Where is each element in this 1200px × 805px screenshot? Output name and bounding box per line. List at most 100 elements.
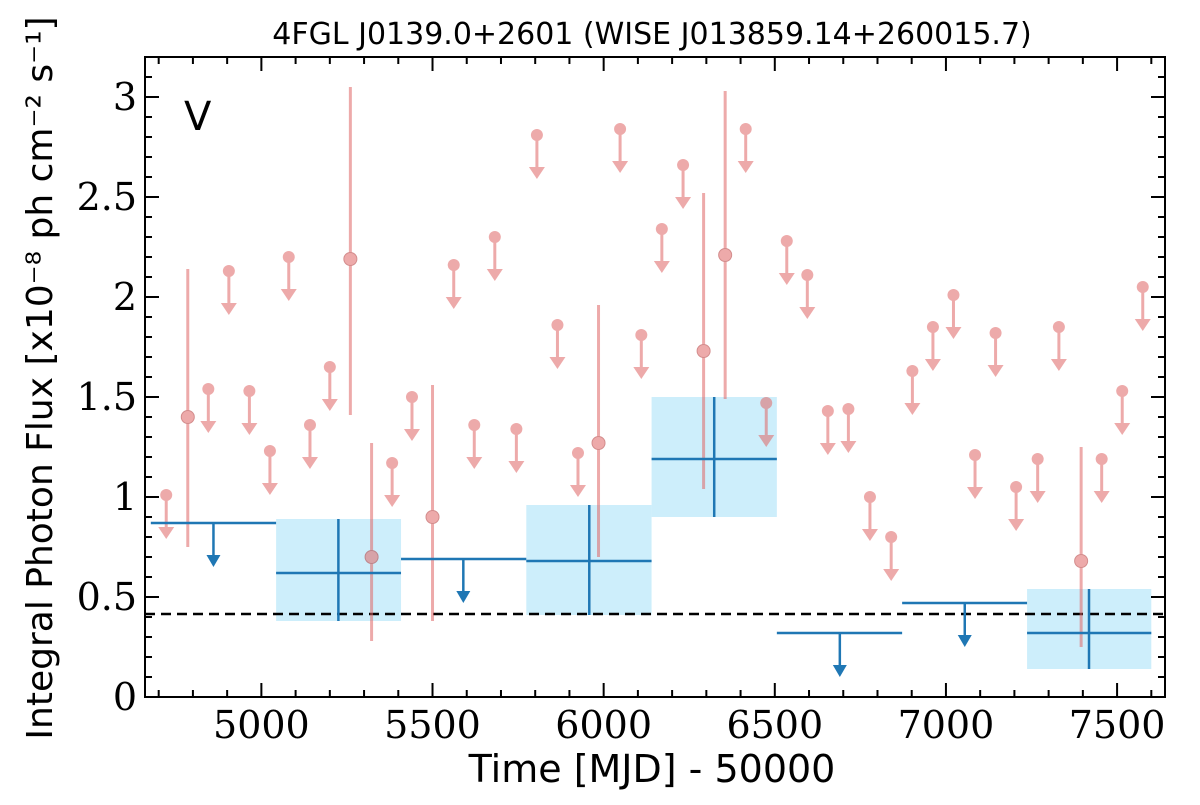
fine-bin-upper-limit — [569, 447, 586, 497]
fine-bin-upper-limit — [799, 269, 816, 319]
fine-bin-upper-limit-arrowhead — [904, 403, 921, 415]
fine-bin-upper-limit-arrowhead — [1029, 491, 1046, 503]
y-tick-label: 2 — [113, 275, 137, 319]
fine-bin-detection — [343, 87, 358, 415]
fine-bin-upper-limit-arrowhead — [861, 529, 878, 541]
fine-bin-upper-limit-arrowhead — [403, 429, 420, 441]
fine-bin-detection — [591, 305, 606, 557]
fine-bin-upper-limit — [403, 391, 420, 441]
x-axis-label: Time [MJD] - 50000 — [468, 747, 836, 791]
fine-bin-upper-limit-arrowhead — [508, 461, 525, 473]
fine-bin-upper-limit-arrowhead — [1114, 423, 1131, 435]
x-tick-label: 5500 — [384, 703, 481, 747]
x-tick-label: 5000 — [213, 703, 310, 747]
fine-bin-upper-limit-arrowhead — [384, 495, 401, 507]
fine-bin-upper-limit — [778, 235, 795, 285]
fine-bin-upper-limit — [466, 419, 483, 469]
fine-bin-point — [364, 550, 379, 564]
fine-bin-upper-limit-arrowhead — [924, 359, 941, 371]
fine-bin-upper-limit-arrowhead — [486, 269, 503, 281]
fine-bin-upper-limit — [883, 531, 900, 581]
fine-bin-upper-limit — [321, 361, 338, 411]
fine-bin-detection — [718, 91, 733, 399]
fine-bin-upper-limit-arrowhead — [819, 443, 836, 455]
fine-bin-upper-limit-arrowhead — [220, 303, 237, 315]
coarse-bin-upper-limit-arrowhead — [456, 591, 471, 603]
fine-bin-upper-limit — [280, 251, 297, 301]
x-tick-label: 7500 — [1069, 703, 1166, 747]
fine-bin-upper-limit-arrowhead — [301, 457, 318, 469]
fine-bin-upper-limit — [1114, 385, 1131, 435]
fine-bin-upper-limit — [653, 223, 670, 273]
fine-bin-upper-limit — [967, 449, 984, 499]
fine-bin-upper-limit — [220, 265, 237, 315]
fine-bin-upper-limit — [904, 365, 921, 415]
fine-bin-upper-limit-arrowhead — [1050, 359, 1067, 371]
fine-bin-upper-limit-arrowhead — [241, 423, 258, 435]
x-tick-label: 6500 — [726, 703, 823, 747]
x-tick-label: 7000 — [898, 703, 995, 747]
fine-bin-upper-limit — [549, 319, 566, 369]
fine-bin-upper-limit — [1008, 481, 1025, 531]
fine-bin-upper-limit — [200, 383, 217, 433]
fine-bin-detection — [364, 443, 379, 641]
panel-label: V — [184, 94, 212, 140]
fine-bin-point — [718, 248, 733, 262]
fine-bin-upper-limit-arrowhead — [799, 307, 816, 319]
fine-bin-upper-limit-arrowhead — [445, 297, 462, 309]
fine-bin-upper-limit — [861, 491, 878, 541]
fine-bin-upper-limit — [1050, 321, 1067, 371]
fine-bin-upper-limit-arrowhead — [549, 357, 566, 369]
fine-bin-upper-limit-arrowhead — [633, 367, 650, 379]
fine-bin-upper-limit-arrowhead — [1134, 319, 1151, 331]
fine-bin-upper-limit — [301, 419, 318, 469]
fine-bin-upper-limit-arrowhead — [261, 483, 278, 495]
fine-bin-upper-limit — [528, 129, 545, 179]
y-tick-label: 2.5 — [77, 175, 137, 219]
fine-bin-upper-limit — [486, 231, 503, 281]
y-tick-label: 0.5 — [77, 575, 137, 619]
fine-bin-point — [425, 510, 440, 524]
fine-bin-upper-limit — [945, 289, 962, 339]
x-tick-label: 6000 — [555, 703, 652, 747]
y-tick-label: 1.5 — [77, 375, 137, 419]
fine-bin-upper-limit-arrowhead — [778, 273, 795, 285]
fine-bin-upper-limit — [445, 259, 462, 309]
fine-bin-detection — [425, 385, 440, 621]
fine-bin-upper-limit-arrowhead — [200, 421, 217, 433]
fine-bin-detection — [180, 269, 195, 547]
y-tick-label: 0 — [113, 675, 137, 719]
fine-bin-upper-limit — [1134, 281, 1151, 331]
y-tick-label: 3 — [113, 75, 137, 119]
fine-bin-upper-limit — [241, 385, 258, 435]
fine-bin-upper-limit-arrowhead — [675, 197, 692, 209]
fine-bin-point — [343, 252, 358, 266]
fine-bin-upper-limit-arrowhead — [883, 569, 900, 581]
chart-title: 4FGL J0139.0+2601 (WISE J013859.14+26001… — [272, 17, 1032, 52]
fine-bin-upper-limit — [612, 123, 629, 173]
fine-bin-upper-limit-arrowhead — [569, 485, 586, 497]
coarse-bin-upper-limit-arrowhead — [957, 635, 972, 647]
fine-bin-upper-limit-arrowhead — [321, 399, 338, 411]
fine-bin-detection — [696, 193, 711, 489]
fine-bin-point — [591, 436, 606, 450]
fine-bin-upper-limit — [924, 321, 941, 371]
fine-bin-point — [1074, 554, 1089, 568]
fine-bin-detection — [1074, 447, 1089, 647]
fine-bin-upper-limit-arrowhead — [612, 161, 629, 173]
y-tick-label: 1 — [113, 475, 137, 519]
fine-bin-upper-limit-arrowhead — [1008, 519, 1025, 531]
coarse-bin-upper-limit-arrowhead — [206, 555, 221, 567]
coarse-bin-series — [150, 397, 1152, 677]
fine-bin-upper-limit-arrowhead — [737, 161, 754, 173]
fine-bin-upper-limit-arrowhead — [967, 487, 984, 499]
fine-bin-upper-limit — [1093, 453, 1110, 503]
fine-bin-upper-limit — [384, 457, 401, 507]
fine-bin-upper-limit — [158, 489, 175, 539]
fine-bin-upper-limit-arrowhead — [987, 365, 1004, 377]
fine-bin-upper-limit-arrowhead — [528, 167, 545, 179]
fine-bin-upper-limit — [261, 445, 278, 495]
fine-bin-upper-limit-arrowhead — [158, 527, 175, 539]
fine-bin-upper-limit — [987, 327, 1004, 377]
